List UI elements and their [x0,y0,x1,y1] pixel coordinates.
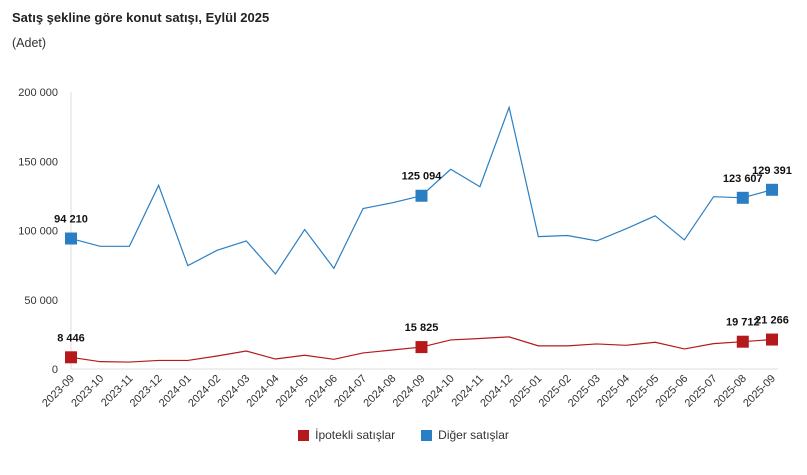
legend: İpotekli satışlar Diğer satışlar [0,428,807,442]
legend-label: Diğer satışlar [438,428,509,442]
data-label: 8 446 [57,332,85,344]
legend-item-diger[interactable]: Diğer satışlar [421,428,509,442]
y-tick-label: 100 000 [18,226,58,238]
data-label: 15 825 [405,322,439,334]
data-label: 125 094 [402,171,443,183]
data-label: 21 266 [755,315,789,327]
legend-swatch [298,429,310,441]
data-label: 19 712 [726,317,760,329]
x-tick-label: 2023-10 [69,373,106,410]
data-marker [736,335,749,348]
x-tick-label: 2024-10 [420,373,457,410]
y-tick-label: 50 000 [24,295,58,307]
chart-subtitle: (Adet) [12,36,47,50]
data-label: 129 391 [752,165,792,177]
legend-label: İpotekli satışlar [315,428,396,442]
data-label: 123 607 [723,173,763,185]
y-tick-label: 150 000 [18,156,58,168]
data-marker [766,333,778,346]
data-marker [65,351,77,364]
data-marker [415,341,428,354]
y-tick-label: 200 000 [18,87,58,99]
legend-item-ipotekli[interactable]: İpotekli satışlar [298,428,395,442]
data-marker [736,191,749,204]
legend-swatch [421,429,433,441]
chart-title: Satış şekline göre konut satışı, Eylül 2… [12,10,270,25]
y-tick-label: 0 [52,364,58,376]
data-label: 94 210 [54,214,88,226]
x-tick-label: 2025-09 [741,373,778,410]
data-marker [766,183,778,196]
data-marker [415,189,428,202]
data-marker [65,232,77,245]
